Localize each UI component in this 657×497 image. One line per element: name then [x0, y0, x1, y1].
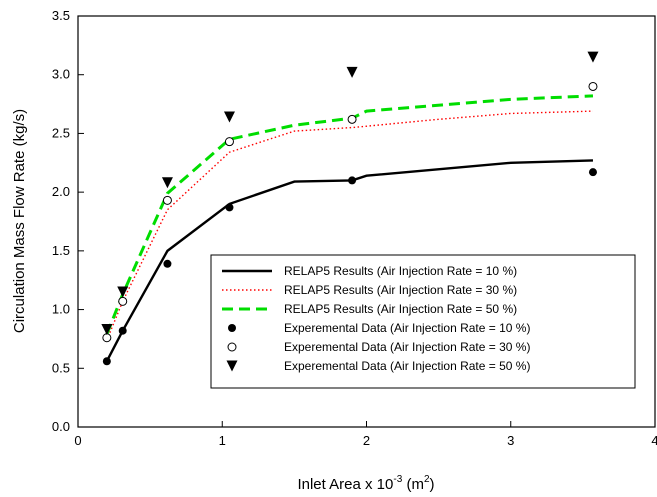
x-tick-label-0: 0: [74, 433, 81, 448]
series-3-point-5: [588, 168, 597, 177]
legend-item-0: RELAP5 Results (Air Injection Rate = 10 …: [222, 264, 517, 278]
legend-item-4: Experemental Data (Air Injection Rate = …: [227, 340, 530, 354]
x-axis-title-unit-exponent: 2: [424, 474, 430, 485]
legend-box: [210, 254, 636, 389]
x-axis-title: Inlet Area x 10-3 (m2): [297, 474, 434, 493]
legend-label-2: RELAP5 Results (Air Injection Rate = 50 …: [284, 302, 517, 316]
legend-label-1: RELAP5 Results (Air Injection Rate = 30 …: [284, 283, 517, 297]
series-4-point-4: [347, 114, 357, 124]
y-tick-label-4: 2.0: [52, 184, 70, 199]
x-tick-label-2: 2: [363, 433, 370, 448]
series-5-point-0: [101, 324, 113, 336]
series-layer: [101, 51, 599, 366]
legend-item-2: RELAP5 Results (Air Injection Rate = 50 …: [222, 302, 517, 316]
axis-ticks: 0 1 2 3 4 0.0 0.5 1.0 1.5 2.0 2.5 3.0 3.5: [52, 8, 657, 448]
series-0: [105, 159, 594, 362]
series-1-line: [106, 110, 593, 341]
series-3-point-1: [118, 326, 127, 335]
y-tick-label-5: 2.5: [52, 125, 70, 140]
x-axis-title-exponent: -3: [393, 474, 402, 485]
legend-item-5: Experemental Data (Air Injection Rate = …: [226, 359, 530, 373]
x-axis-title-main: Inlet Area x 10: [297, 476, 393, 493]
x-tick-label-3: 3: [507, 433, 514, 448]
series-5-point-3: [223, 111, 235, 123]
legend-swatch-3: [228, 324, 236, 332]
series-5-point-1: [117, 286, 129, 298]
y-tick-label-2: 1.0: [52, 302, 70, 317]
series-4: [102, 81, 598, 343]
series-3-point-2: [163, 259, 172, 268]
legend-label-0: RELAP5 Results (Air Injection Rate = 10 …: [284, 264, 517, 278]
legend-item-3: Experemental Data (Air Injection Rate = …: [228, 321, 530, 335]
series-3-point-4: [348, 176, 357, 185]
series-5-point-5: [587, 51, 599, 63]
legend-item-1: RELAP5 Results (Air Injection Rate = 30 …: [222, 283, 517, 297]
legend-swatch-5: [226, 360, 238, 372]
series-5-point-4: [346, 66, 358, 78]
y-tick-label-3: 1.5: [52, 243, 70, 258]
legend-swatch-4: [227, 342, 237, 352]
series-5-point-2: [161, 177, 173, 189]
y-tick-label-1: 0.5: [52, 360, 70, 375]
series-1: [106, 110, 593, 341]
y-tick-label-7: 3.5: [52, 8, 70, 23]
legend-label-5: Experemental Data (Air Injection Rate = …: [284, 359, 530, 373]
series-3: [102, 168, 597, 366]
series-0-line: [105, 159, 594, 362]
y-tick-label-0: 0.0: [52, 419, 70, 434]
series-3-point-0: [102, 357, 111, 366]
series-4-point-1: [118, 296, 128, 306]
x-tick-label-1: 1: [219, 433, 226, 448]
series-5: [101, 51, 599, 336]
y-axis-title: Circulation Mass Flow Rate (kg/s): [11, 109, 28, 333]
x-axis-title-unit-open: (m: [402, 476, 424, 493]
series-3-point-3: [225, 203, 234, 212]
x-tick-label-4: 4: [651, 433, 657, 448]
series-4-point-3: [224, 137, 234, 147]
series-4-point-5: [588, 81, 598, 91]
x-axis-title-unit-close: ): [430, 476, 435, 493]
series-4-point-2: [162, 195, 172, 205]
legend: RELAP5 Results (Air Injection Rate = 10 …: [210, 254, 636, 389]
legend-label-3: Experemental Data (Air Injection Rate = …: [284, 321, 530, 335]
legend-label-4: Experemental Data (Air Injection Rate = …: [284, 340, 530, 354]
y-tick-label-6: 3.0: [52, 67, 70, 82]
